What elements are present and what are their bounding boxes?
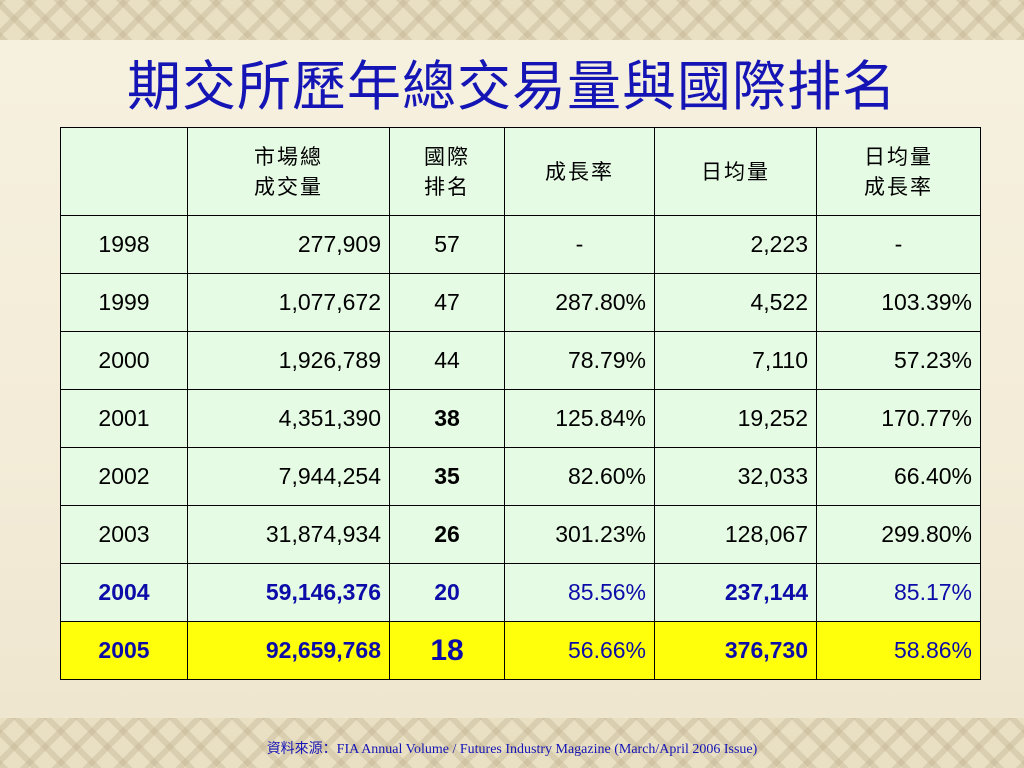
cell-volume: 1,077,672 [187, 273, 390, 332]
cell-daily-growth: 103.39% [816, 273, 981, 332]
slide-title: 期交所歷年總交易量與國際排名 [127, 55, 897, 118]
cell-daily: 7,110 [654, 331, 817, 390]
cell-growth: 56.66% [504, 621, 655, 680]
table-row-2005: 2005 92,659,768 18 56.66% 376,730 58.86% [60, 621, 981, 680]
ranking-table: 市場總 成交量 國際 排名 成長率 日均量 日均量 成長率 1998 277,909 … [60, 127, 981, 680]
cell-volume: 7,944,254 [187, 447, 390, 506]
source-footnote: 資料來源：FIA Annual Volume / Futures Industr… [266, 742, 758, 757]
decorative-border-top [0, 0, 1024, 40]
cell-volume: 31,874,934 [187, 505, 390, 564]
cell-daily: 2,223 [654, 215, 817, 274]
cell-daily: 19,252 [654, 389, 817, 448]
cell-year: 1999 [60, 273, 188, 332]
header-growth-rate: 成長率 [504, 127, 655, 216]
cell-year: 2001 [60, 389, 188, 448]
cell-year: 2005 [60, 621, 188, 680]
cell-rank: 47 [389, 273, 505, 332]
cell-rank: 38 [389, 389, 505, 448]
header-intl-rank: 國際 排名 [389, 127, 505, 216]
cell-growth: 287.80% [504, 273, 655, 332]
table-row-2002: 2002 7,944,254 35 82.60% 32,033 66.40% [60, 447, 981, 506]
cell-year: 1998 [60, 215, 188, 274]
table-row-2001: 2001 4,351,390 38 125.84% 19,252 170.77% [60, 389, 981, 448]
header-total-volume: 市場總 成交量 [187, 127, 390, 216]
cell-daily: 32,033 [654, 447, 817, 506]
cell-rank: 57 [389, 215, 505, 274]
cell-daily: 237,144 [654, 563, 817, 622]
cell-daily: 376,730 [654, 621, 817, 680]
table-row-2004: 2004 59,146,376 20 85.56% 237,144 85.17% [60, 563, 981, 622]
cell-year: 2002 [60, 447, 188, 506]
cell-daily: 128,067 [654, 505, 817, 564]
cell-volume: 4,351,390 [187, 389, 390, 448]
cell-rank: 26 [389, 505, 505, 564]
table-row-2000: 2000 1,926,789 44 78.79% 7,110 57.23% [60, 331, 981, 390]
cell-growth: 125.84% [504, 389, 655, 448]
cell-rank: 18 [389, 621, 505, 680]
cell-volume: 92,659,768 [187, 621, 390, 680]
cell-volume: 1,926,789 [187, 331, 390, 390]
cell-year: 2000 [60, 331, 188, 390]
cell-rank: 44 [389, 331, 505, 390]
table-row-1999: 1999 1,077,672 47 287.80% 4,522 103.39% [60, 273, 981, 332]
cell-daily-growth: 85.17% [816, 563, 981, 622]
cell-growth: 82.60% [504, 447, 655, 506]
cell-volume: 277,909 [187, 215, 390, 274]
cell-daily-growth: 58.86% [816, 621, 981, 680]
cell-daily-growth: 66.40% [816, 447, 981, 506]
table-row-1998: 1998 277,909 57 - 2,223 - [60, 215, 981, 274]
cell-daily-growth: 57.23% [816, 331, 981, 390]
header-daily-volume: 日均量 [654, 127, 817, 216]
cell-year: 2003 [60, 505, 188, 564]
table-row-2003: 2003 31,874,934 26 301.23% 128,067 299.8… [60, 505, 981, 564]
cell-rank: 20 [389, 563, 505, 622]
cell-growth: 301.23% [504, 505, 655, 564]
table-header-row: 市場總 成交量 國際 排名 成長率 日均量 日均量 成長率 [60, 127, 981, 216]
cell-growth: 85.56% [504, 563, 655, 622]
cell-daily: 4,522 [654, 273, 817, 332]
cell-volume: 59,146,376 [187, 563, 390, 622]
cell-daily-growth: - [816, 215, 981, 274]
cell-growth: 78.79% [504, 331, 655, 390]
decorative-border-bottom [0, 718, 1024, 768]
cell-rank: 35 [389, 447, 505, 506]
header-daily-growth: 日均量 成長率 [816, 127, 981, 216]
cell-year: 2004 [60, 563, 188, 622]
cell-daily-growth: 299.80% [816, 505, 981, 564]
header-cell-empty [60, 127, 188, 216]
cell-daily-growth: 170.77% [816, 389, 981, 448]
cell-growth: - [504, 215, 655, 274]
